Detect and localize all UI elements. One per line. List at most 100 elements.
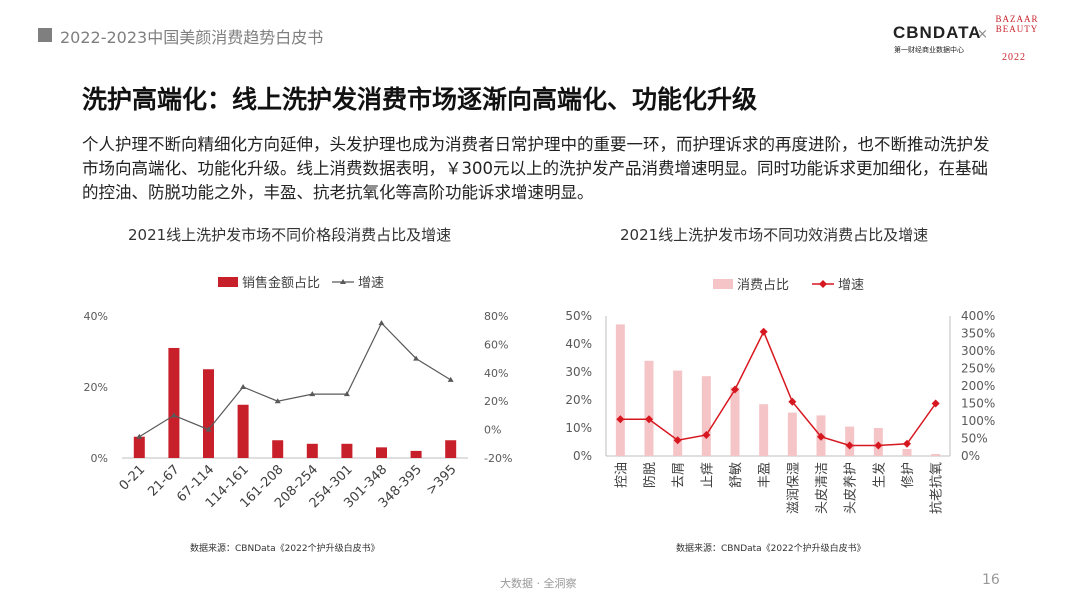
bar [133, 436, 145, 458]
bar [306, 443, 318, 458]
category-label: 控油 [614, 462, 629, 488]
cbndata-logo: CBNDATA [893, 23, 982, 42]
line-point [413, 355, 420, 361]
category-label: 止痒 [699, 462, 715, 488]
line-point [170, 412, 177, 418]
y-left-tick-label: 10% [565, 421, 592, 435]
y-right-tick-label: 250% [961, 362, 995, 376]
bar [787, 412, 797, 456]
bar [341, 443, 353, 458]
y-right-tick-label: 200% [961, 379, 995, 393]
bar [931, 454, 941, 456]
price-segment-chart: 0%20%40%-20%0%20%40%60%80%0-2121-6767-11… [84, 275, 513, 511]
y-left-tick-label: 40% [565, 337, 592, 351]
line-point [874, 441, 883, 450]
y-right-tick-label: 80% [484, 310, 508, 323]
category-label: 舒敏 [729, 462, 744, 488]
legend-swatch-bar [713, 279, 733, 289]
category-label: 防脱 [642, 462, 658, 488]
category-label: 生发 [871, 462, 887, 488]
legend-marker [819, 280, 827, 288]
y-left-tick-label: 20% [565, 393, 592, 407]
y-left-tick-label: 40% [84, 310, 108, 323]
bar [237, 404, 249, 458]
chart1-source: 数据来源：CBNData《2022个护升级白皮书》 [190, 544, 380, 554]
line-point [759, 327, 768, 336]
bar [845, 426, 855, 456]
y-right-tick-label: 20% [484, 395, 508, 408]
legend-marker [340, 279, 346, 284]
bazaar-beauty-logo-line1: BAZAAR [995, 14, 1039, 24]
line-point [378, 320, 385, 326]
bar [730, 387, 740, 456]
line-point [343, 391, 350, 397]
y-right-tick-label: 0% [484, 424, 501, 437]
y-left-tick-label: 50% [565, 309, 592, 323]
legend-label-line: 增速 [358, 276, 384, 291]
category-label: 0-21 [117, 462, 148, 493]
line-point [903, 439, 911, 448]
category-label: 头皮清洁 [815, 462, 830, 514]
category-label: 滋润保湿 [786, 462, 801, 514]
line-point [817, 432, 825, 441]
logo-separator: × [977, 27, 988, 42]
category-label: 丰盈 [758, 462, 773, 488]
y-right-tick-label: 350% [961, 327, 995, 341]
chart2-source: 数据来源：CBNData《2022个护升级白皮书》 [676, 544, 866, 554]
line-point [645, 415, 653, 424]
bazaar-beauty-logo-line2: BEAUTY [995, 24, 1039, 34]
bar [410, 450, 422, 458]
y-right-tick-label: 100% [961, 414, 995, 428]
bazaar-beauty-logo: BAZAAR BEAUTY [992, 14, 1042, 58]
category-label: 头皮养护 [843, 462, 859, 514]
slide-title: 洗护高端化：线上洗护发消费市场逐渐向高端化、功能化升级 [82, 85, 758, 114]
bar [644, 360, 654, 456]
bar [902, 449, 912, 456]
legend-label-line: 增速 [838, 278, 864, 293]
growth-line [138, 322, 452, 438]
line-point [702, 431, 711, 439]
y-left-tick-label: 0% [91, 452, 108, 465]
y-right-tick-label: 150% [961, 397, 995, 411]
header-square-marker [38, 28, 52, 42]
efficacy-chart: 0% 10% 20% 30% 40% 50% 0% 50% 100% 150% 200% 250% 30… [565, 278, 995, 514]
bar [203, 369, 214, 458]
y-left-tick-label: 20% [84, 381, 108, 394]
chart1-title: 2021线上洗护发市场不同价格段消费占比及增速 [128, 226, 452, 244]
category-label: 抗老抗氧 [930, 462, 945, 514]
category-label: 去屑 [672, 462, 687, 488]
bar [759, 404, 769, 456]
y-left-tick-label: 0% [573, 449, 592, 463]
bar [701, 376, 711, 456]
line-point [274, 398, 281, 404]
y-right-tick-label: 300% [961, 344, 995, 358]
bar [445, 440, 457, 458]
line-point [205, 426, 212, 432]
y-right-tick-label: 60% [484, 338, 508, 351]
line-point [616, 415, 625, 424]
category-label: 修护 [901, 462, 916, 488]
line-point [731, 385, 739, 394]
line-point [447, 376, 454, 382]
line-point [845, 441, 854, 450]
y-right-tick-label: -20% [484, 452, 512, 465]
y-right-tick-label: 400% [961, 309, 995, 323]
y-right-tick-label: 50% [961, 432, 988, 446]
cbndata-logo-subtitle: 第一财经商业数据中心 [894, 46, 964, 54]
y-right-tick-label: 40% [484, 367, 508, 380]
legend-label-bar: 消费占比 [737, 278, 789, 293]
footer-tagline: 大数据 · 全洞察 [500, 577, 577, 590]
legend-label-bar: 销售金额占比 [242, 275, 320, 291]
bazaar-beauty-year: 2022 [1002, 52, 1026, 63]
line-point [309, 391, 316, 397]
report-title: 2022-2023中国美颜消费趋势白皮书 [60, 28, 324, 47]
chart2-title: 2021线上洗护发市场不同功效消费占比及增速 [620, 226, 929, 244]
category-label: >395 [424, 462, 460, 498]
bar [673, 370, 683, 456]
slide-paragraph: 个人护理不断向精细化方向延伸，头发护理也成为消费者日常护理中的重要一环，而护理诉… [82, 135, 990, 202]
line-point [931, 399, 940, 408]
line-point [136, 433, 143, 439]
bar [376, 447, 387, 458]
bar [272, 440, 284, 458]
bar [168, 347, 180, 458]
